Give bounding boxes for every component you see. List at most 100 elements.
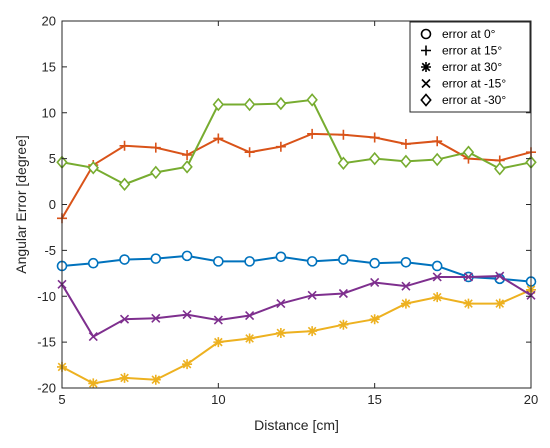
plus-marker bbox=[432, 136, 443, 147]
circle-marker bbox=[213, 256, 224, 267]
plus-marker bbox=[119, 140, 130, 151]
y-tick-label: -20 bbox=[37, 381, 56, 396]
series-line bbox=[61, 254, 532, 283]
x-marker bbox=[432, 272, 442, 282]
y-axis-label: Angular Error [degree] bbox=[13, 135, 29, 274]
legend-entry-label: error at -15° bbox=[442, 77, 506, 91]
y-tick-label: -15 bbox=[37, 335, 56, 350]
asterisk-marker bbox=[338, 319, 349, 330]
series-line bbox=[61, 288, 532, 385]
circle-marker bbox=[87, 257, 99, 269]
x-tick-label: 15 bbox=[367, 392, 381, 407]
plus-marker bbox=[182, 149, 193, 160]
x-marker bbox=[421, 78, 431, 89]
circle-marker bbox=[369, 257, 380, 269]
diamond-marker bbox=[462, 145, 475, 159]
asterisk-marker bbox=[369, 314, 380, 325]
x-marker bbox=[370, 277, 380, 288]
series-line bbox=[61, 98, 532, 186]
diamond-marker bbox=[368, 151, 381, 166]
asterisk-marker bbox=[275, 327, 286, 338]
legend: error at 0° error at 15° error at 30° error… bbox=[409, 21, 531, 113]
x-marker bbox=[338, 288, 348, 299]
circle-marker bbox=[338, 254, 349, 265]
legend-entry-label: error at 0° bbox=[442, 27, 496, 41]
legend-entry-label: error at -30° bbox=[442, 93, 506, 107]
diamond-marker bbox=[275, 96, 287, 111]
circle-marker bbox=[306, 256, 318, 267]
plus-marker bbox=[369, 132, 380, 143]
x-marker bbox=[276, 299, 286, 309]
circle-marker bbox=[150, 253, 162, 264]
y-tick-label: -5 bbox=[44, 243, 56, 258]
asterisk-marker bbox=[182, 359, 193, 370]
asterisk-marker bbox=[119, 372, 130, 383]
plus-marker bbox=[421, 45, 431, 56]
y-tick-label: 5 bbox=[49, 151, 56, 166]
asterisk-marker bbox=[150, 374, 161, 385]
asterisk-marker bbox=[463, 298, 474, 309]
x-marker bbox=[401, 281, 411, 291]
plus-marker bbox=[150, 142, 161, 153]
asterisk-marker bbox=[494, 298, 505, 309]
x-marker bbox=[151, 313, 161, 323]
y-tick-label: 10 bbox=[42, 105, 56, 120]
diamond-marker bbox=[337, 156, 350, 170]
diamond-marker bbox=[212, 97, 225, 112]
x-marker bbox=[495, 271, 505, 281]
asterisk-marker bbox=[432, 292, 443, 303]
x-axis-label: Distance [cm] bbox=[254, 417, 339, 433]
x-tick-label: 5 bbox=[58, 392, 65, 407]
circle-marker bbox=[119, 254, 130, 265]
x-marker bbox=[245, 310, 255, 321]
chart-marks bbox=[56, 93, 537, 389]
x-marker bbox=[463, 272, 474, 282]
circle-marker bbox=[244, 256, 255, 267]
diamond-marker bbox=[243, 97, 256, 112]
x-marker bbox=[213, 315, 223, 325]
legend-entry-label: error at 30° bbox=[442, 60, 502, 74]
diamond-marker bbox=[150, 165, 162, 180]
asterisk-marker bbox=[421, 62, 431, 72]
diamond-marker bbox=[118, 177, 131, 192]
circle-marker bbox=[181, 250, 193, 262]
x-marker bbox=[182, 310, 192, 320]
diamond-marker bbox=[494, 161, 506, 176]
x-tick-label: 20 bbox=[524, 392, 538, 407]
plus-marker bbox=[213, 133, 224, 144]
asterisk-marker bbox=[400, 298, 411, 309]
series-group bbox=[56, 93, 537, 192]
plus-marker bbox=[338, 129, 349, 140]
circle-marker bbox=[275, 251, 287, 263]
asterisk-marker bbox=[307, 326, 318, 337]
series-line bbox=[61, 132, 532, 219]
diamond-marker bbox=[306, 93, 318, 107]
diamond-marker bbox=[420, 93, 432, 107]
plus-marker bbox=[307, 128, 318, 139]
circle-marker bbox=[420, 28, 432, 40]
axis-ticks: 5 10 15 20 -20 -15 -10 -5 0 5 10 15 20 bbox=[37, 14, 538, 408]
series-group bbox=[57, 128, 536, 224]
y-tick-label: 0 bbox=[49, 197, 56, 212]
plus-marker bbox=[244, 147, 255, 158]
x-marker bbox=[119, 314, 130, 324]
diamond-marker bbox=[87, 161, 99, 175]
diamond-marker bbox=[181, 160, 193, 174]
diamond-marker bbox=[431, 152, 443, 167]
plus-marker bbox=[275, 141, 286, 152]
circle-marker bbox=[431, 260, 443, 272]
plus-marker bbox=[400, 138, 411, 149]
series-line bbox=[61, 275, 532, 338]
diamond-marker bbox=[400, 154, 412, 169]
x-marker bbox=[307, 290, 317, 300]
y-tick-label: 20 bbox=[42, 14, 56, 29]
x-tick-label: 10 bbox=[211, 392, 225, 407]
circle-marker bbox=[400, 257, 412, 268]
y-tick-label: 15 bbox=[42, 59, 56, 74]
asterisk-marker bbox=[88, 378, 99, 389]
legend-entry-label: error at 15° bbox=[442, 44, 502, 58]
asterisk-marker bbox=[244, 333, 255, 344]
asterisk-marker bbox=[213, 337, 224, 348]
series-group bbox=[56, 250, 537, 287]
